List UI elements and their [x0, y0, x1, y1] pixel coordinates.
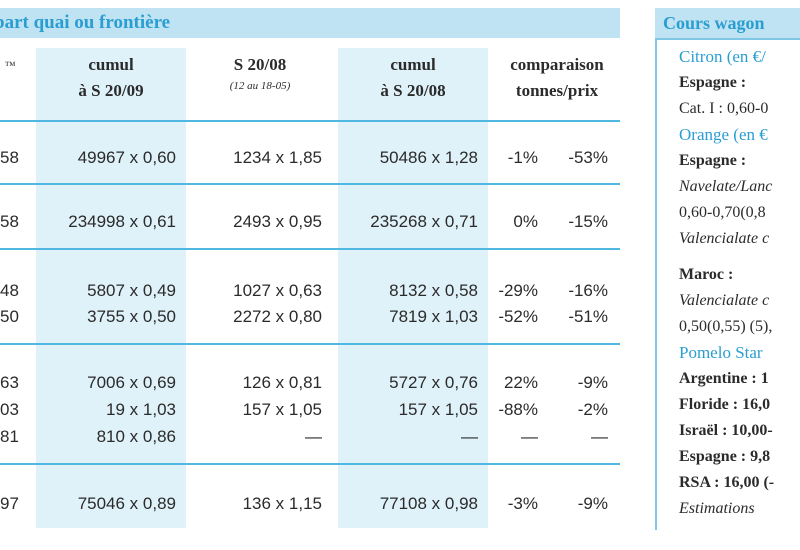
- table-cell: -9%: [577, 373, 608, 392]
- table-cell: 50486 x 1,28: [379, 148, 478, 167]
- panel-line: Floride : 16,0: [679, 396, 771, 413]
- column-header-2-line2: (12 au 18-05): [229, 80, 291, 92]
- table-cell: 157 x 1,05: [242, 400, 322, 419]
- table-cell: 235268 x 0,71: [370, 212, 478, 231]
- table-cell: 3755 x 0,50: [87, 307, 176, 326]
- table-title-bar: part quai ou frontière: [0, 8, 620, 38]
- table-cell: 75046 x 0,89: [77, 494, 176, 513]
- table-cell: 19 x 1,03: [106, 400, 176, 419]
- table-cell: 50: [0, 307, 19, 326]
- table-cell: 8132 x 0,58: [389, 281, 478, 300]
- table-cell: 7819 x 1,03: [389, 307, 478, 326]
- table-cell: 03: [0, 400, 19, 419]
- row-divider: [0, 120, 620, 122]
- wagon-prices-panel: Cours wagon Citron (en €/ Espagne : Cat. I…: [655, 0, 800, 550]
- column-header-4-line1: comparaison: [510, 55, 604, 74]
- panel-title: Cours wagon: [655, 8, 800, 38]
- table-cell: 58: [0, 212, 19, 231]
- column-header-cumul-0920: cumul à S 20/09: [36, 52, 186, 104]
- table-cell: 2272 x 0,80: [233, 307, 322, 326]
- table-cell: 157 x 1,05: [398, 400, 478, 419]
- table-cell: -9%: [577, 494, 608, 513]
- column-header-1-line1: cumul: [88, 55, 134, 74]
- column-header-0-line2: ™: [4, 60, 16, 72]
- row-divider: [0, 343, 620, 345]
- table-cell: 1027 x 0,63: [233, 281, 322, 300]
- column-header-2-line1: S 20/08: [233, 55, 287, 74]
- column-header-s2008: S 20/08 (12 au 18-05): [190, 52, 330, 94]
- table-cell: 2493 x 0,95: [233, 212, 322, 231]
- table-cell: -51%: [568, 307, 608, 326]
- panel-line: Cat. I : 0,60-0: [679, 100, 769, 117]
- table-cell: —: [461, 427, 478, 446]
- table-cell: 49967 x 0,60: [77, 148, 176, 167]
- table-cell: 5727 x 0,76: [389, 373, 478, 392]
- table-cell: 77108 x 0,98: [379, 494, 478, 513]
- table-cell: 81: [0, 427, 19, 446]
- table-cell: 1234 x 1,85: [233, 148, 322, 167]
- table-cell: 63: [0, 373, 19, 392]
- table-cell: 234998 x 0,61: [68, 212, 176, 231]
- panel-line: Valencialate c: [679, 230, 770, 247]
- panel-line: 0,50(0,55) (5),: [679, 318, 773, 335]
- row-divider: [0, 463, 620, 465]
- table-cell: 810 x 0,86: [96, 427, 176, 446]
- table-cell: -15%: [568, 212, 608, 231]
- panel-line: Citron (en €/: [679, 47, 766, 66]
- table-cell: 136 x 1,15: [242, 494, 322, 513]
- column-header-1-line2: à S 20/09: [78, 81, 144, 100]
- table-cell: 126 x 0,81: [242, 373, 322, 392]
- column-header-3-line2: à S 20/08: [380, 81, 446, 100]
- column-highlight-cumul-0820: [338, 48, 488, 528]
- panel-line: Espagne : 9,8: [679, 448, 771, 465]
- panel-line: Argentine : 1: [679, 370, 769, 387]
- table-cell: —: [591, 427, 608, 446]
- table-cell: 97: [0, 494, 19, 513]
- panel-box: [655, 38, 800, 530]
- table-cell: —: [521, 427, 538, 446]
- table-title: part quai ou frontière: [0, 12, 171, 33]
- table-cell: 48: [0, 281, 19, 300]
- arrivals-table: part quai ou frontière ™ cumul à S 20/09…: [0, 8, 620, 528]
- table-cell: -53%: [568, 148, 608, 167]
- row-divider: [0, 248, 620, 250]
- column-header-0: ™: [0, 52, 20, 74]
- panel-line: Navelate/Lanc: [679, 178, 773, 195]
- table-cell: -16%: [568, 281, 608, 300]
- panel-line: Israël : 10,00-: [679, 422, 773, 439]
- table-cell: 5807 x 0,49: [87, 281, 176, 300]
- panel-line: RSA : 16,00 (-: [679, 474, 775, 491]
- column-header-3-line1: cumul: [390, 55, 436, 74]
- table-cell: -88%: [498, 400, 538, 419]
- table-cell: -2%: [577, 400, 608, 419]
- table-cell: 58: [0, 148, 19, 167]
- table-cell: —: [305, 427, 322, 446]
- panel-line: Espagne :: [679, 74, 747, 91]
- table-cell: 0%: [513, 212, 538, 231]
- table-cell: -3%: [507, 494, 538, 513]
- column-header-cumul-0820: cumul à S 20/08: [338, 52, 488, 104]
- panel-line: Espagne :: [679, 152, 747, 169]
- column-header-4-line2: tonnes/prix: [515, 81, 599, 100]
- panel-line: 0,60-0,70(0,8: [679, 204, 766, 221]
- table-cell: -1%: [507, 148, 538, 167]
- table-cell: 22%: [503, 373, 538, 392]
- column-highlight-cumul-0920: [36, 48, 186, 528]
- table-cell: 7006 x 0,69: [87, 373, 176, 392]
- panel-line: Orange (en €: [679, 125, 768, 144]
- panel-line: Pomelo Star: [679, 343, 763, 362]
- panel-line: Estimations: [679, 500, 755, 517]
- column-header-comparison: comparaison tonnes/prix: [494, 52, 620, 104]
- panel-line: Valencialate c: [679, 292, 770, 309]
- panel-line: Maroc :: [679, 266, 734, 283]
- table-cell: -52%: [498, 307, 538, 326]
- row-divider: [0, 183, 620, 185]
- table-cell: -29%: [498, 281, 538, 300]
